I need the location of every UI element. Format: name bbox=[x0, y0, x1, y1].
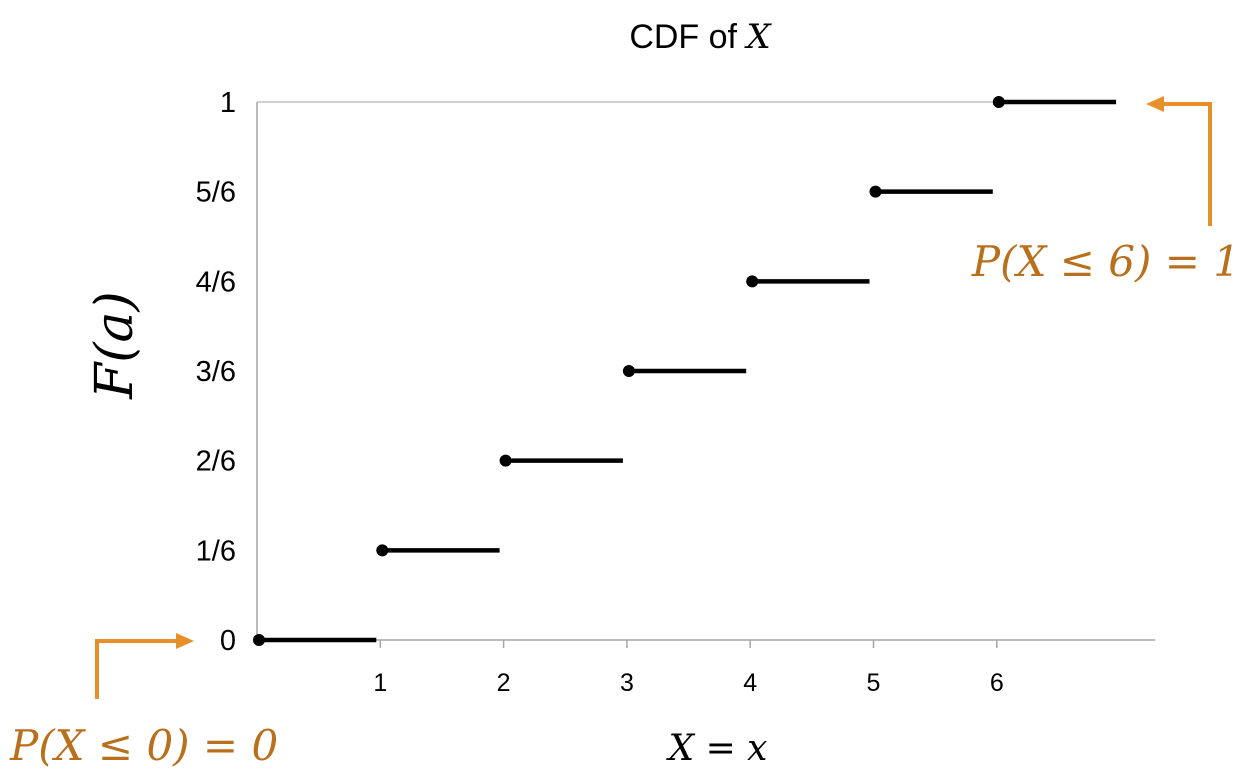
step-point bbox=[499, 454, 512, 467]
y-tick-label: 1 bbox=[220, 87, 236, 119]
step-point bbox=[869, 185, 882, 198]
step-point bbox=[376, 544, 389, 557]
annotation-text-top-right: P(X ≤ 6) = 1 bbox=[971, 237, 1240, 286]
chart-title-variable: X bbox=[743, 17, 772, 57]
step-point bbox=[253, 634, 265, 646]
annotation-bottom-left: P(X ≤ 0) = 0 bbox=[9, 633, 278, 770]
annotation-arrowhead-bottom-left bbox=[176, 633, 194, 649]
annotation-text-bottom-left: P(X ≤ 0) = 0 bbox=[9, 721, 278, 770]
y-tick-label: 0 bbox=[220, 625, 236, 657]
x-tick-label: 1 bbox=[373, 669, 387, 697]
annotation-top-right: P(X ≤ 6) = 1 bbox=[971, 96, 1240, 286]
y-tick-labels: 0 1/6 2/6 3/6 4/6 5/6 1 bbox=[196, 87, 236, 657]
chart-title: CDF of X bbox=[629, 17, 772, 57]
x-tick-label: 6 bbox=[990, 669, 1004, 697]
step-series bbox=[253, 96, 1117, 646]
annotation-arrow-bottom-left bbox=[95, 639, 180, 699]
y-axis-label: F(a) bbox=[85, 291, 145, 400]
x-tick-label: 4 bbox=[743, 669, 757, 697]
y-tick-label: 2/6 bbox=[196, 446, 236, 478]
chart-title-prefix: CDF of bbox=[629, 18, 737, 56]
x-tick-label: 2 bbox=[497, 669, 511, 697]
step-point bbox=[992, 96, 1005, 108]
y-tick-label: 4/6 bbox=[196, 266, 236, 298]
y-tick-label: 1/6 bbox=[196, 535, 236, 567]
x-tick-labels: 1 2 3 4 5 6 bbox=[373, 640, 1004, 697]
step-point bbox=[746, 275, 759, 288]
x-axis-label: X = x bbox=[666, 728, 768, 769]
step-point bbox=[622, 365, 635, 377]
x-tick-label: 3 bbox=[620, 669, 634, 697]
y-tick-label: 3/6 bbox=[196, 356, 236, 388]
annotation-arrowhead-top-right bbox=[1146, 96, 1164, 112]
x-tick-label: 5 bbox=[867, 669, 881, 697]
y-tick-label: 5/6 bbox=[196, 177, 236, 209]
annotation-arrow-top-right bbox=[1160, 102, 1212, 226]
